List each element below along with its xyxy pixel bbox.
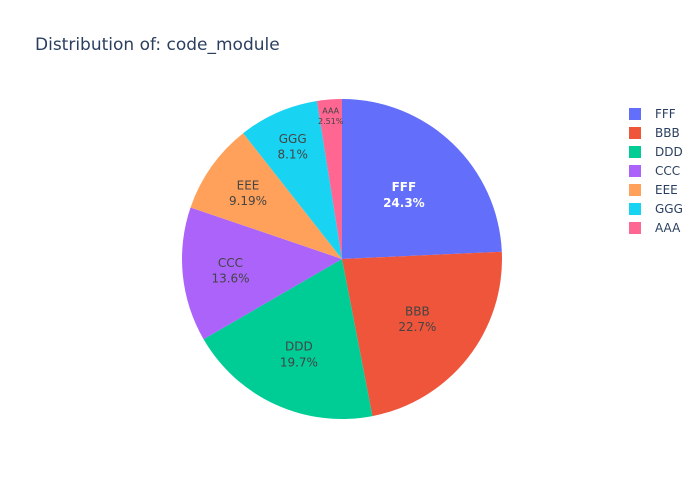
- legend-swatch: [629, 146, 641, 158]
- pie-slice-bbb[interactable]: [342, 251, 502, 417]
- slice-label-percent: 2.51%: [318, 117, 344, 126]
- chart-title: Distribution of: code_module: [35, 35, 280, 55]
- pie-slice-fff[interactable]: [342, 99, 502, 259]
- legend-swatch: [629, 165, 641, 177]
- legend-swatch: [629, 127, 641, 139]
- legend-label: BBB: [655, 126, 680, 140]
- slice-label-name: DDD: [285, 340, 313, 354]
- pie-slice-eee[interactable]: [190, 133, 342, 259]
- legend-item-eee[interactable]: EEE: [629, 183, 678, 197]
- slice-label-ddd: DDD 19.7%: [280, 340, 318, 370]
- pie-slice-ccc[interactable]: [181, 207, 342, 340]
- slice-label-ccc: CCC 13.6%: [211, 256, 249, 286]
- slice-label-bbb: BBB 22.7%: [398, 304, 436, 334]
- legend-item-bbb[interactable]: BBB: [629, 126, 680, 140]
- pie-slice-ddd[interactable]: [203, 259, 373, 420]
- legend-swatch: [629, 203, 641, 215]
- legend-swatch: [629, 222, 641, 234]
- legend-label: CCC: [655, 164, 680, 178]
- slice-label-percent: 13.6%: [211, 272, 249, 286]
- slice-label-percent: 22.7%: [398, 320, 436, 334]
- legend-label: EEE: [655, 183, 678, 197]
- slice-label-name: AAA: [322, 106, 339, 115]
- legend-item-ccc[interactable]: CCC: [629, 164, 680, 178]
- pie-slice-labels: FFF 24.3% BBB 22.7% DDD 19.7% CCC 13.6% EEE 9.19%…: [211, 106, 436, 369]
- legend-item-aaa[interactable]: AAA: [629, 221, 681, 235]
- slice-label-name: CCC: [218, 256, 243, 270]
- legend-label: AAA: [655, 221, 681, 235]
- slice-label-name: EEE: [237, 178, 260, 192]
- legend[interactable]: FFF BBB DDD CCC EEE GGG AAA: [629, 107, 683, 235]
- slice-label-percent: 19.7%: [280, 355, 318, 369]
- slice-label-name: FFF: [392, 180, 417, 194]
- legend-label: FFF: [655, 107, 676, 121]
- slice-label-percent: 9.19%: [229, 194, 267, 208]
- pie-slice-ggg[interactable]: [243, 100, 342, 259]
- legend-item-ggg[interactable]: GGG: [629, 202, 683, 216]
- legend-label: GGG: [655, 202, 683, 216]
- pie-slices: [181, 99, 502, 420]
- slice-label-percent: 24.3%: [383, 196, 425, 210]
- legend-item-ddd[interactable]: DDD: [629, 145, 683, 159]
- slice-label-name: GGG: [279, 132, 307, 146]
- slice-label-fff: FFF 24.3%: [383, 180, 425, 210]
- legend-swatch: [629, 108, 641, 120]
- legend-label: DDD: [655, 145, 683, 159]
- legend-swatch: [629, 184, 641, 196]
- slice-label-eee: EEE 9.19%: [229, 178, 267, 208]
- slice-label-aaa: AAA 2.51%: [318, 106, 344, 125]
- slice-label-ggg: GGG 8.1%: [277, 132, 308, 162]
- pie-slice-aaa[interactable]: [316, 99, 342, 259]
- slice-label-name: BBB: [405, 304, 430, 318]
- legend-item-fff[interactable]: FFF: [629, 107, 676, 121]
- slice-label-percent: 8.1%: [277, 148, 308, 162]
